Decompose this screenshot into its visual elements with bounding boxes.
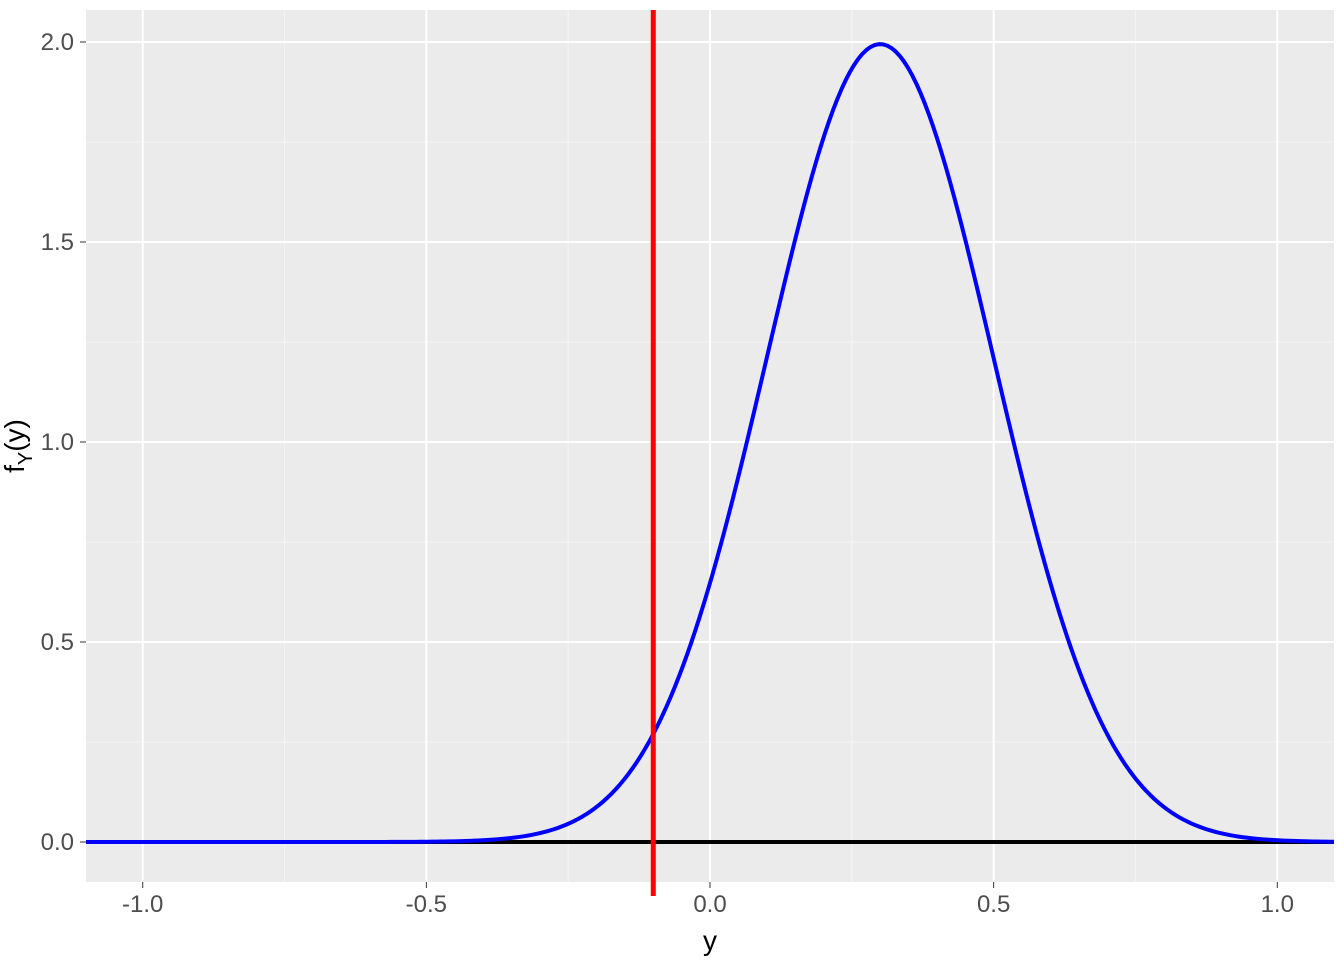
x-tick-label: 0.5 [977,891,1010,918]
y-tick-label: 2.0 [41,29,74,56]
x-tick-label: 1.0 [1261,891,1294,918]
y-axis-label: fY(y) [0,419,37,473]
y-tick-label: 0.5 [41,629,74,656]
y-tick-label: 1.5 [41,229,74,256]
x-tick-label: -1.0 [122,891,163,918]
density-chart: -1.0 -0.5 0.0 0.5 1.0 0.0 0.5 1.0 1.5 2.0 y fY(y) [0,0,1344,960]
y-tick-label: 1.0 [41,429,74,456]
y-tick-label: 0.0 [41,829,74,856]
x-axis-label: y [703,925,717,956]
svg-text:fY(y): fY(y) [0,419,37,473]
chart-svg: -1.0 -0.5 0.0 0.5 1.0 0.0 0.5 1.0 1.5 2.0 y fY(y) [0,0,1344,960]
x-tick-label: -0.5 [406,891,447,918]
x-tick-label: 0.0 [693,891,726,918]
